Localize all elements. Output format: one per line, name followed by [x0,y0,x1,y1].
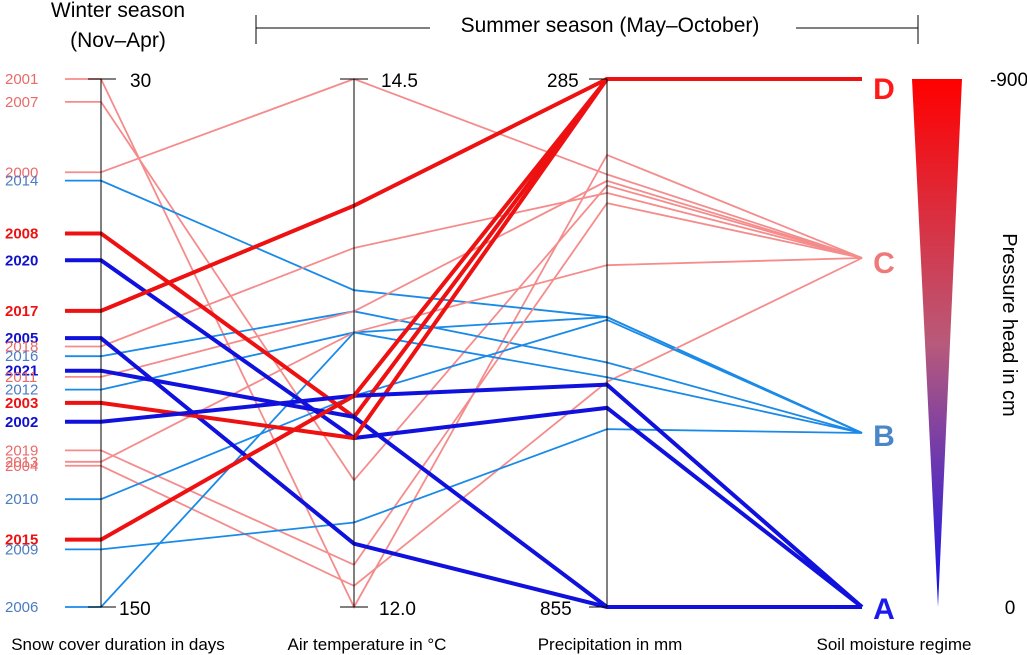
regime-label-b: B [873,420,895,453]
year-label-2002: 2002 [5,414,38,431]
year-label-2013: 2013 [5,454,38,471]
colorbar-bottom-label: 0 [1005,598,1016,619]
regime-label-c: C [873,247,895,280]
regime-axis-title: Soil moisture regime [817,635,972,654]
snow-axis-title: Snow cover duration in days [11,635,225,654]
year-label-2014: 2014 [5,173,38,190]
regime-label-a: A [873,593,895,626]
colorbar-title: Pressure head in cm [998,233,1020,416]
year-line-2008 [65,77,862,420]
year-label-2016: 2016 [5,348,38,365]
year-label-2004: 2004 [5,458,38,475]
snow-axis-bottom-label: 150 [119,599,151,620]
year-line-2002 [65,382,864,609]
year-label-2012: 2012 [5,382,38,399]
year-label-2006: 2006 [5,599,38,616]
year-line-2006 [65,331,863,608]
year-label-2008: 2008 [5,225,38,242]
year-label-2000: 2000 [5,164,38,181]
pressure-head-colorbar [912,79,962,607]
temp-axis-title: Air temperature in °C [288,635,447,654]
year-label-2021: 2021 [5,363,38,380]
precip-axis-bottom-label: 855 [540,599,572,620]
year-line-2020 [65,258,864,609]
year-label-2003: 2003 [5,395,38,412]
precip-axis-title: Precipitation in mm [538,635,683,654]
year-line-2009 [65,428,863,551]
summer-bracket [255,15,919,44]
year-label-2011: 2011 [5,369,37,386]
year-label-2018: 2018 [5,339,38,356]
colorbar-top-label: -900 [990,70,1027,91]
regime-label-d: D [873,73,895,106]
year-label-2017: 2017 [5,303,38,320]
year-line-2001 [65,78,863,609]
winter-header-line2: (Nov–Apr) [70,29,166,52]
year-lines [65,77,864,609]
year-label-2019: 2019 [5,442,38,459]
year-label-2005: 2005 [5,330,38,347]
year-label-2015: 2015 [5,532,38,549]
temp-axis-bottom-label: 12.0 [379,599,416,620]
year-label-2020: 2020 [5,252,38,269]
year-label-2007: 2007 [5,94,38,111]
summer-header: Summer season (May–October) [461,14,760,37]
precip-axis-top-label: 285 [547,71,579,92]
year-label-2001: 2001 [5,71,38,88]
axes [88,78,608,608]
snow-axis-top-label: 30 [130,71,151,92]
year-line-2017 [65,77,862,313]
year-label-2010: 2010 [5,491,38,508]
year-label-2009: 2009 [5,541,38,558]
year-line-2004 [65,257,863,587]
year-line-2000 [65,78,863,259]
temp-axis-top-label: 14.5 [381,71,418,92]
year-line-2015 [65,77,862,542]
winter-header-line1: Winter season [51,0,185,22]
